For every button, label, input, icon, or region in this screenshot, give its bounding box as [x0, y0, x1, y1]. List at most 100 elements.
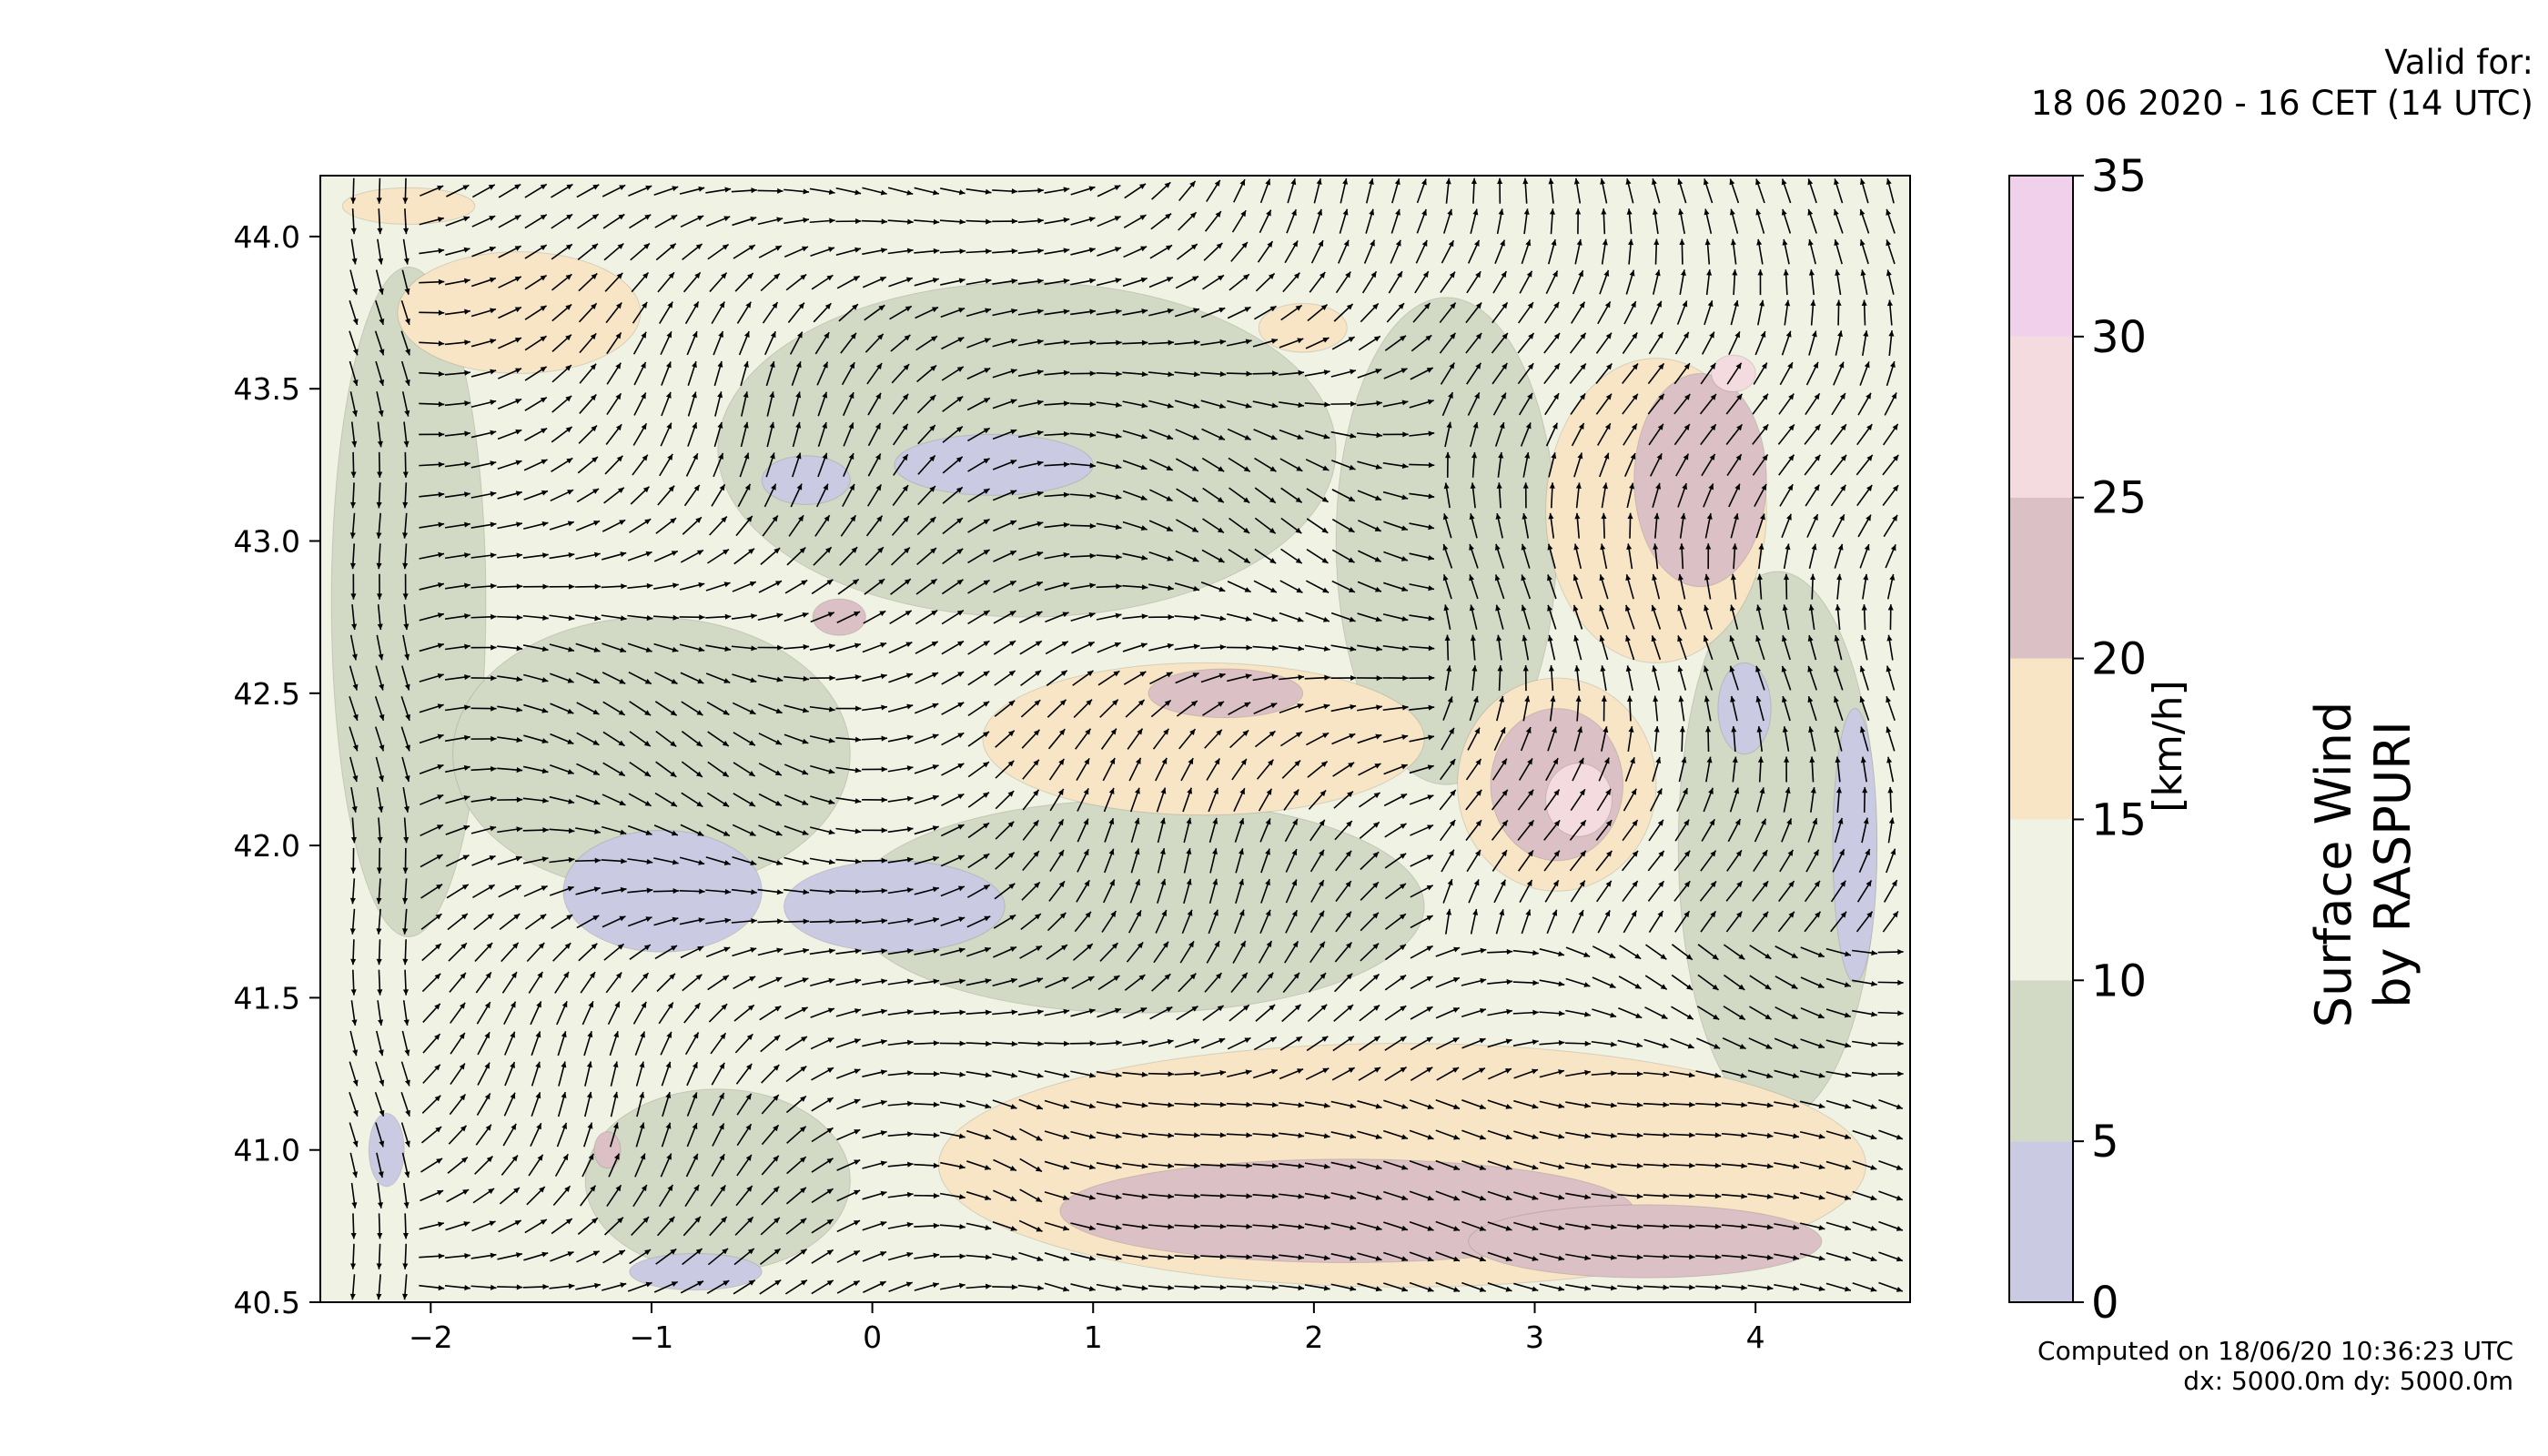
wind-arrow [1487, 1190, 1512, 1201]
wind-arrow [1704, 512, 1713, 539]
wind-arrow [732, 855, 757, 865]
wind-arrow [1331, 519, 1355, 533]
wind-arrow [732, 947, 757, 957]
wind-arrow [1825, 1130, 1852, 1140]
wind-arrow [1044, 491, 1070, 498]
wind-arrow [500, 1155, 519, 1176]
wind-arrow [685, 452, 699, 477]
wind-arrow [1799, 1222, 1825, 1231]
wind-arrow [1046, 699, 1067, 718]
wind-arrow [1782, 695, 1791, 722]
speed-region-level-4 [1468, 1204, 1823, 1279]
wind-arrow [1204, 729, 1223, 749]
wind-arrow [681, 761, 703, 778]
wind-arrow [402, 878, 409, 905]
wind-arrow [444, 704, 470, 712]
wind-arrow [1045, 976, 1069, 988]
wind-arrow [862, 1069, 887, 1077]
wind-arrow [1539, 1222, 1565, 1231]
wind-arrow [420, 824, 444, 837]
wind-arrow [731, 613, 757, 620]
wind-arrow [733, 793, 756, 807]
wind-arrow [890, 578, 912, 595]
wind-arrow [887, 1251, 914, 1261]
wind-arrow [867, 453, 882, 477]
wind-arrow [1382, 644, 1409, 652]
wind-arrow [817, 452, 828, 478]
wind-arrow [1307, 1004, 1328, 1023]
wind-arrow [550, 489, 574, 502]
wind-arrow [862, 766, 888, 773]
wind-arrow [1150, 699, 1172, 718]
wind-arrow [916, 547, 937, 565]
wind-arrow [1148, 1193, 1174, 1199]
wind-arrow [497, 521, 523, 530]
wind-arrow [403, 817, 410, 844]
wind-arrow [1800, 946, 1825, 958]
wind-arrow [835, 1008, 862, 1017]
wind-arrow [556, 1000, 568, 1026]
wind-arrow [1493, 879, 1507, 904]
x-tick-label: −1 [630, 1320, 674, 1355]
x-tick-label: 1 [1084, 1320, 1103, 1355]
wind-arrow [1331, 549, 1355, 563]
wind-arrow [1825, 1191, 1852, 1200]
wind-arrow [1284, 818, 1299, 843]
wind-arrow [421, 943, 442, 962]
wind-arrow [1487, 1282, 1512, 1292]
wind-arrow [1748, 1037, 1773, 1050]
wind-arrow [1704, 573, 1712, 600]
wind-arrow [686, 1092, 698, 1117]
wind-arrow [497, 705, 523, 713]
wind-arrow [1825, 1039, 1852, 1048]
wind-arrow [605, 423, 622, 446]
wind-arrow [349, 1152, 359, 1178]
wind-arrow [1333, 791, 1354, 809]
wind-arrow [377, 969, 383, 996]
wind-arrow [784, 675, 810, 682]
wind-arrow [1539, 1039, 1565, 1046]
wind-arrow [1676, 787, 1689, 813]
wind-arrow [1747, 1101, 1774, 1108]
wind-arrow [1857, 514, 1872, 538]
wind-arrow [993, 945, 1017, 958]
wind-arrow [1330, 703, 1357, 713]
wind-arrow [449, 1093, 467, 1116]
wind-arrow [940, 947, 966, 956]
wind-arrow [862, 1190, 887, 1200]
wind-arrow [1513, 1282, 1539, 1292]
wind-arrow [497, 767, 523, 774]
wind-arrow [1703, 635, 1714, 661]
wind-arrow [1410, 885, 1434, 898]
wind-arrow [1512, 1009, 1539, 1016]
wind-arrow [1747, 1162, 1774, 1169]
wind-arrow [522, 552, 549, 559]
wind-arrow [765, 452, 775, 478]
wind-arrow [1497, 665, 1503, 692]
wind-arrow [503, 1001, 517, 1025]
wind-arrow [1360, 851, 1380, 871]
wind-arrow [1512, 949, 1539, 956]
wind-arrow [1357, 612, 1382, 622]
wind-arrow [1852, 1160, 1877, 1170]
wind-arrow [1304, 644, 1330, 652]
wind-arrow [376, 1030, 384, 1057]
wind-arrow [1070, 1100, 1096, 1109]
wind-arrow [966, 978, 992, 986]
wind-arrow [915, 578, 938, 595]
wind-arrow [497, 429, 522, 440]
wind-arrow [1856, 484, 1873, 507]
wind-arrow [757, 856, 784, 865]
wind-arrow [1645, 944, 1667, 960]
wind-arrow [810, 795, 835, 804]
wind-arrow [1259, 818, 1271, 843]
wind-arrow [842, 483, 855, 508]
wind-arrow [862, 1130, 887, 1139]
wind-arrow [1643, 1254, 1669, 1260]
wind-arrow [657, 485, 675, 506]
wind-arrow [1200, 1193, 1227, 1199]
wind-arrow [349, 695, 359, 722]
wind-arrow [1183, 817, 1192, 844]
wind-arrow [1174, 614, 1200, 621]
